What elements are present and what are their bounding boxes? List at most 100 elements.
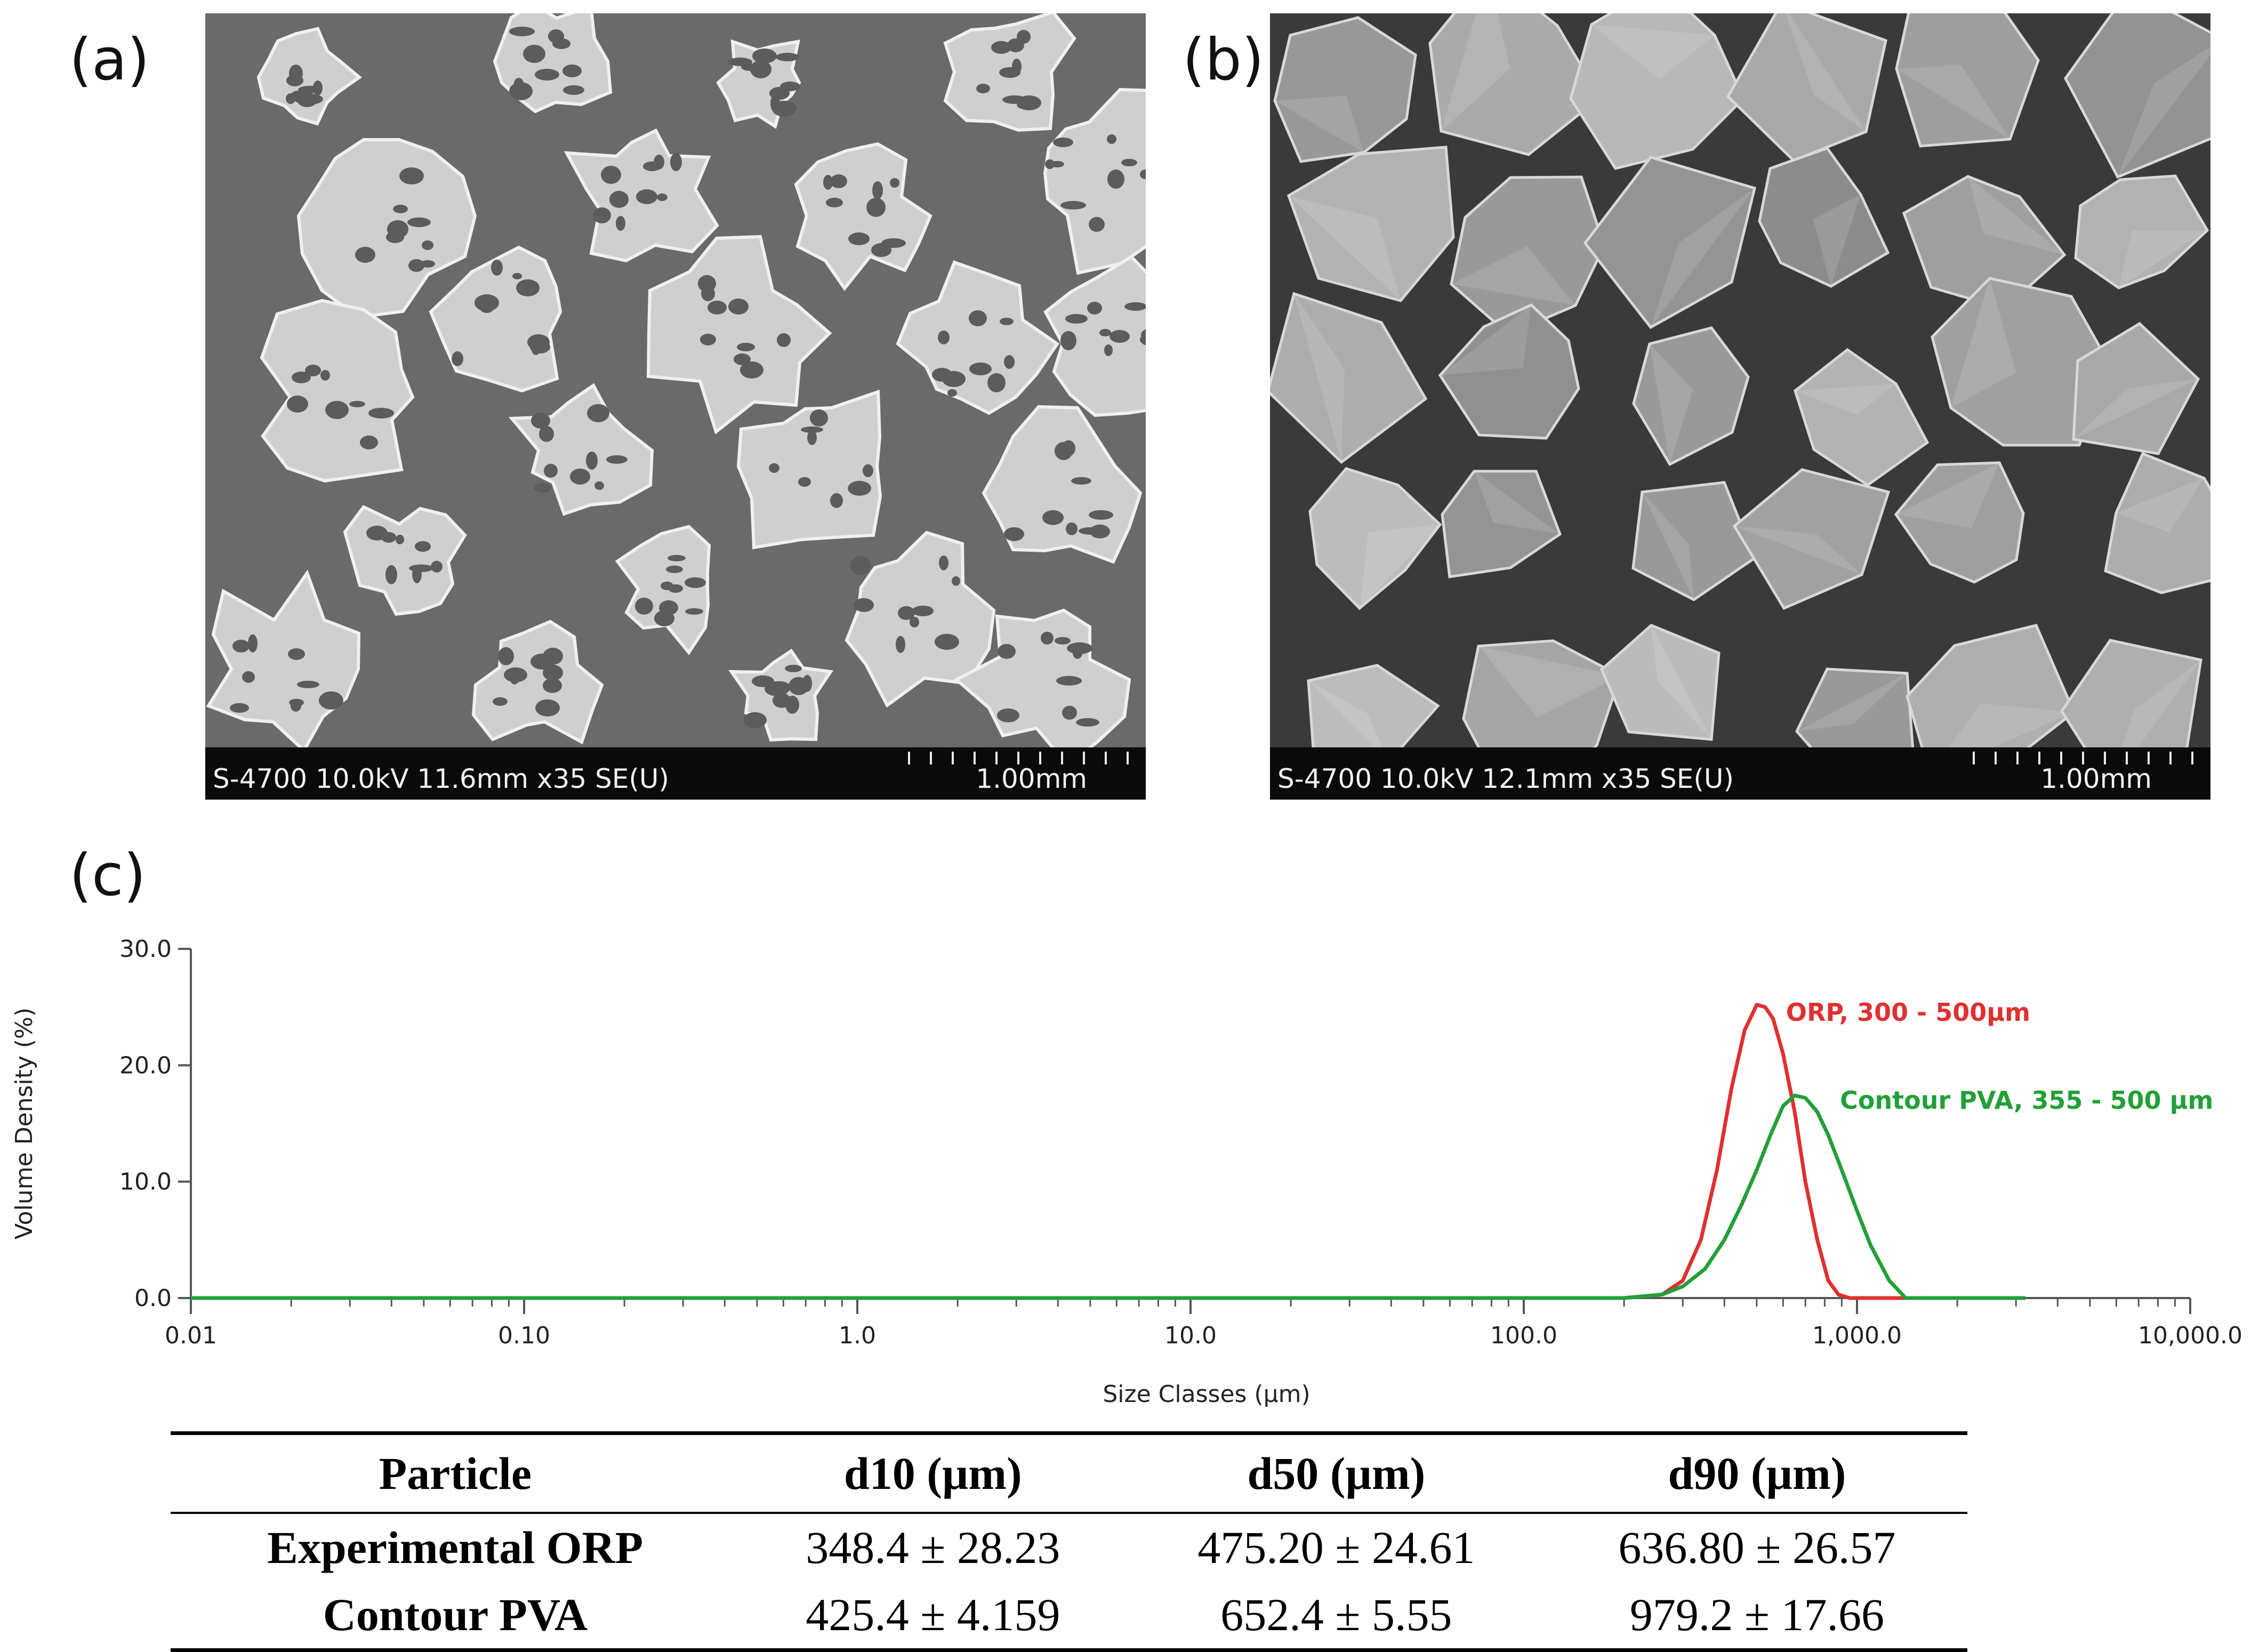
- cell-d10: 425.4 ± 4.159: [739, 1581, 1126, 1652]
- table-header-row: Particle d10 (µm) d50 (µm) d90 (µm): [171, 1431, 1967, 1514]
- porous-particle: [508, 383, 654, 516]
- angular-particle: [2104, 452, 2210, 594]
- cell-d90: 979.2 ± 17.66: [1546, 1581, 1967, 1652]
- sem-micrograph-porous-particles: [205, 13, 1146, 748]
- porous-particle: [296, 138, 477, 319]
- cell-d90: 636.80 ± 26.57: [1618, 1522, 1896, 1573]
- angular-particle: [1906, 624, 2076, 748]
- porous-particle: [896, 260, 1060, 415]
- angular-particle: [2060, 639, 2202, 748]
- x-tick-label: 100.0: [1490, 1322, 1557, 1349]
- cell-particle: Contour PVA: [171, 1581, 740, 1652]
- porous-particle: [564, 128, 719, 263]
- porous-particle: [429, 245, 562, 393]
- porous-particle: [1043, 87, 1146, 275]
- angular-particle: [1462, 639, 1622, 748]
- cell-d10: 348.4 ± 28.23: [806, 1522, 1060, 1573]
- table-row: Experimental ORP 348.4 ± 28.23 475.20 ± …: [171, 1513, 1967, 1581]
- angular-particle: [1632, 326, 1750, 466]
- x-tick-label: 0.10: [498, 1322, 550, 1349]
- cell-d50: 652.4 ± 5.55: [1126, 1581, 1547, 1652]
- angular-particle: [1758, 147, 1890, 288]
- angular-particle: [1307, 664, 1440, 748]
- angular-particle: [1794, 348, 1930, 487]
- sem-image-a: S-4700 10.0kV 11.6mm x35 SE(U) 1.00mm: [205, 13, 1146, 800]
- angular-particle: [1732, 468, 1891, 610]
- angular-particle: [2064, 13, 2210, 179]
- porous-particle: [953, 608, 1131, 748]
- angular-particle: [1599, 624, 1721, 741]
- panel-label-a: (a): [69, 27, 150, 93]
- porous-particle: [256, 27, 362, 126]
- angular-particle: [1273, 16, 1417, 163]
- porous-particle: [716, 39, 801, 129]
- sem-info-a: S-4700 10.0kV 11.6mm x35 SE(U): [213, 763, 669, 794]
- sem-scale-b: 1.00mm: [2040, 763, 2152, 794]
- angular-particle: [1931, 277, 2113, 447]
- col-header-d50: d50 (µm): [1126, 1431, 1547, 1514]
- angular-particle: [1583, 156, 1756, 329]
- sem-info-b: S-4700 10.0kV 12.1mm x35 SE(U): [1277, 763, 1734, 794]
- col-header-particle: Particle: [171, 1431, 740, 1514]
- porous-particle: [728, 648, 834, 742]
- scale-bar-ticks-b: [1973, 752, 2193, 764]
- y-tick-label: 10.0: [119, 1169, 172, 1196]
- y-axis-label: Volume Density (%): [11, 1008, 38, 1239]
- x-tick-label: 1.0: [839, 1322, 876, 1349]
- porous-particle: [493, 13, 613, 114]
- col-header-d90: d90 (µm): [1546, 1431, 1967, 1514]
- angular-particle: [1895, 13, 2040, 148]
- series-line-orp: [191, 1003, 2025, 1300]
- angular-particle: [2074, 174, 2209, 289]
- porous-particle: [845, 530, 996, 708]
- sem-scale-a: 1.00mm: [976, 763, 1087, 794]
- cell-d50: 475.20 ± 24.61: [1197, 1522, 1475, 1573]
- x-tick-label: 10.0: [1164, 1322, 1217, 1349]
- panel-label-b: (b): [1183, 27, 1264, 93]
- x-tick-label: 10,000.0: [2138, 1322, 2242, 1349]
- y-tick-label: 30.0: [119, 936, 172, 963]
- col-header-d10: d10 (µm): [739, 1431, 1126, 1514]
- y-tick-label: 20.0: [119, 1052, 172, 1079]
- table-row: Contour PVA 425.4 ± 4.159 652.4 ± 5.55 9…: [171, 1581, 1967, 1652]
- x-axis-label: Size Classes (µm): [1103, 1381, 1310, 1408]
- series-line-contour-pva: [191, 1093, 2025, 1300]
- size-distribution-chart: 0.01 0.10 1.0 10.0 100.0 1,000.0 10,000.0 0.0 10…: [11, 936, 2242, 1408]
- cell-particle: Experimental ORP: [267, 1522, 644, 1573]
- porous-particle: [794, 142, 932, 292]
- particle-size-table: Particle d10 (µm) d50 (µm) d90 (µm) Expe…: [171, 1431, 1967, 1652]
- sem-info-bar-b: S-4700 10.0kV 12.1mm x35 SE(U) 1.00mm: [1270, 747, 2210, 800]
- angular-particle: [1428, 13, 1602, 156]
- angular-particle: [1726, 13, 1887, 162]
- angular-particle: [1795, 667, 1915, 748]
- series-label-orp: ORP, 300 - 500µm: [1786, 998, 2030, 1027]
- porous-particle: [1043, 255, 1146, 417]
- porous-particle: [206, 569, 361, 748]
- series-label-contour-pva: Contour PVA, 355 - 500 µm: [1840, 1086, 2213, 1115]
- angular-particle: [1894, 461, 2025, 584]
- porous-particle: [260, 299, 415, 483]
- sem-info-bar-a: S-4700 10.0kV 11.6mm x35 SE(U) 1.00mm: [205, 747, 1146, 800]
- angular-particle: [1308, 467, 1442, 610]
- porous-particle: [615, 525, 711, 656]
- angular-particle: [1631, 481, 1757, 601]
- porous-particle: [343, 505, 467, 616]
- sem-image-b: S-4700 10.0kV 12.1mm x35 SE(U) 1.00mm: [1270, 13, 2210, 800]
- porous-particle: [943, 13, 1076, 132]
- porous-particle: [982, 405, 1143, 564]
- angular-particle: [1270, 292, 1428, 464]
- angular-particle: [2072, 321, 2200, 455]
- porous-particle: [646, 235, 832, 435]
- scale-bar-ticks-a: [908, 752, 1129, 764]
- angular-particle: [1438, 303, 1580, 440]
- angular-particle: [1441, 470, 1562, 578]
- x-tick-label: 0.01: [165, 1322, 217, 1349]
- y-tick-label: 0.0: [134, 1285, 172, 1312]
- angular-particle: [1287, 146, 1455, 302]
- angular-particle: [1569, 13, 1745, 170]
- porous-particle: [471, 619, 604, 745]
- panel-label-c: (c): [69, 842, 146, 909]
- porous-particle: [736, 389, 882, 550]
- sem-micrograph-angular-particles: [1270, 13, 2210, 748]
- x-tick-label: 1,000.0: [1812, 1322, 1902, 1349]
